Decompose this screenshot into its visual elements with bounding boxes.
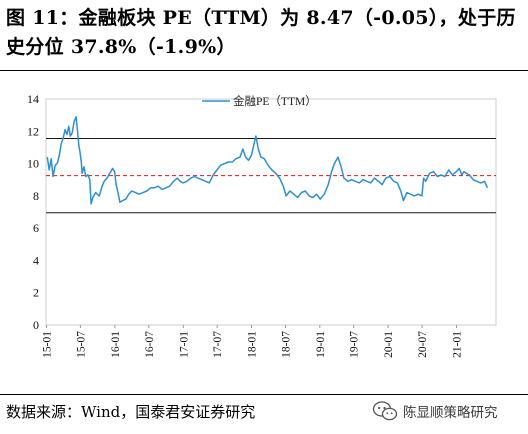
x-tick-label: 19-07 xyxy=(349,331,361,358)
x-tick-label: 16-01 xyxy=(110,331,122,358)
x-tick-label: 18-01 xyxy=(247,331,259,358)
reference-lines xyxy=(46,138,496,214)
watermark: 陈显顺策略研究 xyxy=(372,398,498,424)
axes-group: 0 2 4 6 8 10 12 14 15-01 15-07 16-01 16-07 17-01 17-0… xyxy=(27,92,464,358)
source-note: 数据来源：Wind，国泰君安证券研究 xyxy=(6,403,256,421)
y-tick-label: 0 xyxy=(33,318,39,332)
x-tick-label: 16-07 xyxy=(144,331,156,358)
figure-title: 图 11：金融板块 PE（TTM）为 8.47（-0.05），处于历史分位 37… xyxy=(6,7,516,58)
top-rule xyxy=(0,70,528,71)
y-tick-label: 12 xyxy=(27,124,39,138)
y-tick-label: 8 xyxy=(33,189,39,203)
x-tick-label: 15-01 xyxy=(42,331,54,358)
x-tick-label: 20-01 xyxy=(383,331,395,358)
wechat-icon xyxy=(372,401,398,421)
watermark-label: 陈显顺策略研究 xyxy=(403,405,498,421)
line-chart: 金融PE（TTM） 0 2 4 6 8 10 12 14 15-01 15-07 16-01 16-0… xyxy=(27,92,497,358)
x-tick-label: 21-01 xyxy=(452,331,464,358)
x-tick-label: 19-01 xyxy=(315,331,327,358)
y-tick-label: 6 xyxy=(33,221,39,235)
y-tick-label: 2 xyxy=(33,286,39,300)
series-line xyxy=(46,116,489,205)
y-tick-label: 10 xyxy=(27,157,39,171)
bottom-rule xyxy=(0,394,528,395)
y-tick-label: 4 xyxy=(33,253,39,267)
x-tick-label: 17-07 xyxy=(212,331,224,358)
x-tick-label: 18-07 xyxy=(280,331,292,358)
x-tick-label: 15-07 xyxy=(75,331,87,358)
series-group xyxy=(46,116,489,205)
x-tick-label: 20-07 xyxy=(417,331,429,358)
chart-legend: 金融PE（TTM） xyxy=(202,94,317,108)
plot-area-border xyxy=(45,98,497,326)
y-tick-label: 14 xyxy=(27,92,39,106)
x-tick-label: 17-01 xyxy=(178,331,190,358)
legend-label: 金融PE（TTM） xyxy=(233,94,317,108)
